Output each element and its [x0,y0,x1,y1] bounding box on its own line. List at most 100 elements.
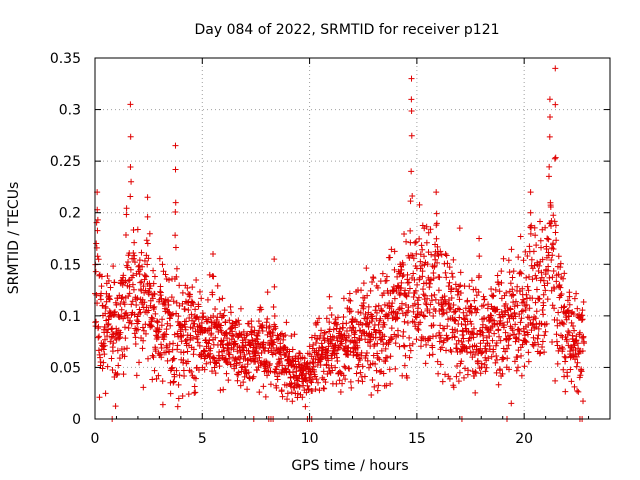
data-point [415,294,422,301]
data-point [354,344,361,351]
data-point [250,373,257,380]
data-point [511,303,518,310]
data-point [518,270,525,277]
data-point [244,330,251,337]
data-point [361,373,368,380]
data-point [545,173,552,180]
data-point [439,303,446,310]
data-point [416,201,423,208]
data-point [455,337,462,344]
data-point [369,278,376,285]
data-point [153,375,160,382]
data-point [328,362,335,369]
data-point [206,337,213,344]
data-point [380,341,387,348]
data-point [468,303,475,310]
data-point [322,379,329,386]
data-point [347,297,354,304]
data-point [374,387,381,394]
data-point [406,342,413,349]
data-point [533,275,540,282]
data-point [413,336,420,343]
data-point [392,340,399,347]
data-point [388,303,395,310]
data-point [552,377,559,384]
data-point [425,229,432,236]
data-point [578,368,585,375]
data-point [408,168,415,175]
data-point [137,279,144,286]
data-point [184,358,191,365]
data-point [541,332,548,339]
data-point [332,364,339,371]
data-point [547,204,554,211]
data-point [363,315,370,322]
data-point [232,324,239,331]
data-point [233,362,240,369]
data-point [408,108,415,115]
data-point [357,327,364,334]
data-point [258,323,265,330]
data-point [551,285,558,292]
data-point [431,291,438,298]
data-point [388,246,395,253]
data-point [364,292,371,299]
data-point [270,339,277,346]
data-point [570,311,577,318]
data-point [538,269,545,276]
data-point [514,283,521,290]
data-point [141,299,148,306]
data-point [374,284,381,291]
data-point [552,229,559,236]
data-point [417,251,424,258]
data-point [424,261,431,268]
data-point [238,364,245,371]
data-point [199,310,206,317]
data-point [419,246,426,253]
data-point [563,316,570,323]
data-point [179,300,186,307]
data-point [466,283,473,290]
data-point [129,298,136,305]
data-point [508,400,515,407]
data-point [566,301,573,308]
data-point [507,306,514,313]
data-point [416,235,423,242]
data-point [185,307,192,314]
data-point [512,313,519,320]
data-point [472,368,479,375]
data-point [156,255,163,262]
data-point [284,396,291,403]
data-point [95,347,102,354]
data-point [525,287,532,294]
data-point [437,361,444,368]
data-point [468,321,475,328]
data-point [512,298,519,305]
data-point [528,256,535,263]
data-point [163,326,170,333]
data-point [247,328,254,335]
data-point [288,380,295,387]
data-point [341,363,348,370]
x-tick-label: 5 [198,431,207,447]
data-point [175,395,182,402]
data-point [158,341,165,348]
data-point [476,235,483,242]
data-point [403,309,410,316]
data-point [532,315,539,322]
data-point [421,313,428,320]
data-point [537,349,544,356]
data-point [447,306,454,313]
data-point [520,298,527,305]
data-point [483,348,490,355]
data-point [167,390,174,397]
data-point [397,290,404,297]
data-point [485,301,492,308]
data-point [167,315,174,322]
data-point [527,230,534,237]
data-point [428,251,435,258]
data-point [536,295,543,302]
data-point [101,323,108,330]
data-point [254,336,261,343]
data-point [122,335,129,342]
